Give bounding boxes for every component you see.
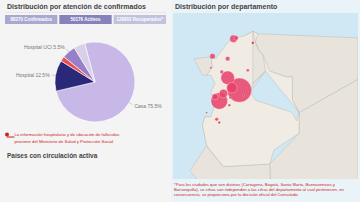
- bubble: [219, 89, 227, 97]
- bubble: [215, 117, 219, 121]
- bubble: [228, 104, 230, 106]
- data-label: Casa 75.5%: [134, 103, 162, 109]
- pie-title: Distribución por atención de confirmados: [7, 3, 146, 11]
- leader-line: [129, 103, 132, 105]
- note: La información hospitalaria y de ubicaci…: [12, 132, 120, 137]
- bubble: [210, 53, 215, 58]
- tab-label: 88270 Confirmados: [10, 17, 52, 22]
- tab-label: 50176 Activos: [71, 17, 101, 22]
- chart: Distribución por atención de confirmados…: [0, 0, 360, 202]
- bubble: [225, 56, 230, 61]
- leader-line: [52, 74, 56, 76]
- bubble: [218, 121, 220, 123]
- bubble: [246, 69, 249, 72]
- map-title: Distribución por departamento: [175, 3, 277, 11]
- note-dot: [5, 133, 9, 137]
- note: proviene del Ministerio de Salud y Prote…: [12, 139, 113, 144]
- tab: [5, 15, 57, 24]
- data-label: Hospital UCI 5.5%: [24, 44, 65, 50]
- bubble: [234, 36, 239, 41]
- bubble: [243, 94, 245, 96]
- pie-slice: [74, 43, 95, 82]
- bubble: [210, 67, 212, 69]
- bubble: [212, 94, 218, 100]
- footnote: *Para los ciudades que son distinos (Car…: [174, 182, 345, 197]
- bubble: [220, 70, 224, 74]
- tab: [114, 15, 166, 24]
- leader-line: [66, 49, 69, 52]
- tab-label: 128902 Recuperados*: [117, 17, 164, 22]
- left-panel: [0, 0, 171, 202]
- map-plot: [190, 31, 358, 179]
- pie: Casa 75.5% Hospital 12.5% Hospital UCI 5.5…: [16, 42, 162, 122]
- bubble: [252, 42, 255, 45]
- divider: [5, 12, 166, 13]
- country: [202, 31, 299, 166]
- bubble: [206, 112, 208, 114]
- data-label: Hospital 12.5%: [16, 72, 50, 78]
- bubble: [227, 82, 238, 93]
- tab: [59, 15, 111, 24]
- note-line: [7, 136, 14, 137]
- world-title: Países con circulación activa: [7, 152, 98, 159]
- bubble: [229, 97, 231, 99]
